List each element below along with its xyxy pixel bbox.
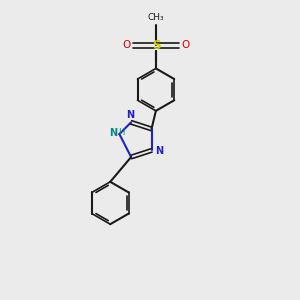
Text: CH₃: CH₃ bbox=[148, 13, 164, 22]
Text: H: H bbox=[118, 128, 124, 137]
Text: O: O bbox=[122, 40, 130, 50]
Text: O: O bbox=[181, 40, 190, 50]
Text: N: N bbox=[127, 110, 135, 120]
Text: N: N bbox=[109, 128, 117, 138]
Text: S: S bbox=[152, 39, 160, 52]
Text: N: N bbox=[155, 146, 163, 156]
